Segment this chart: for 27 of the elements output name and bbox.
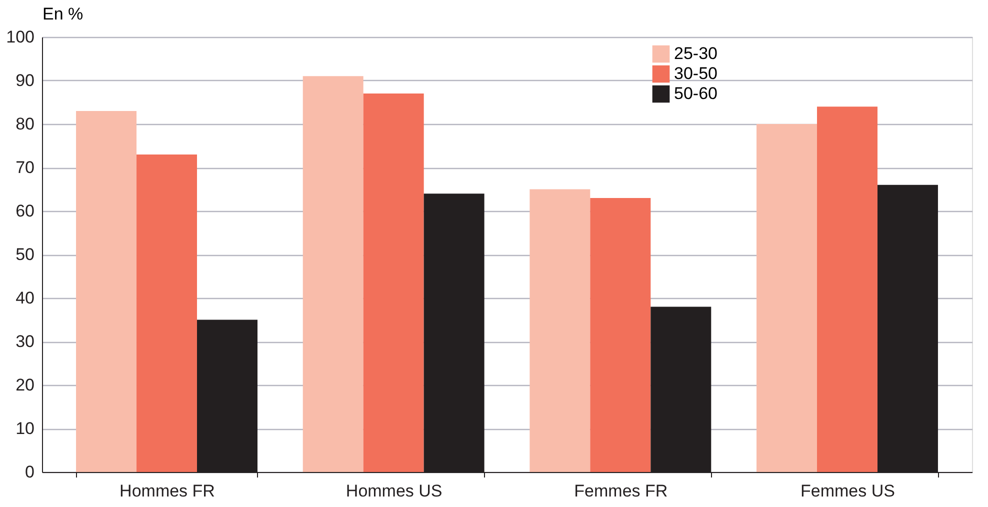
y-tick-label: 70 [16, 158, 34, 177]
x-tick-label: Hommes FR [120, 482, 215, 500]
y-tick-label: 50 [16, 245, 34, 264]
bar [817, 106, 878, 472]
y-tick-label: 10 [16, 419, 34, 438]
legend-label: 25-30 [674, 44, 718, 63]
y-tick-label: 40 [16, 288, 34, 308]
y-axis-title: En % [42, 4, 84, 24]
y-tick-label: 100 [6, 28, 34, 46]
x-tick-label: Femmes US [800, 482, 895, 500]
bar [530, 189, 590, 472]
bar [76, 110, 137, 472]
bar [136, 154, 197, 472]
y-tick-label: 30 [16, 332, 34, 351]
y-tick-label: 20 [16, 376, 34, 394]
y-tick-label: 80 [16, 114, 34, 134]
bar [756, 124, 817, 472]
x-tick-label: Hommes US [346, 482, 442, 500]
y-tick-label: 90 [16, 71, 34, 90]
bar [363, 94, 424, 472]
legend-label: 30-50 [674, 64, 718, 83]
y-tick-label: 0 [25, 462, 34, 482]
x-tick-label: Femmes FR [574, 482, 668, 500]
bar [590, 198, 651, 472]
legend-label: 50-60 [674, 84, 718, 103]
bar [302, 76, 364, 472]
y-tick-label: 60 [16, 202, 34, 220]
